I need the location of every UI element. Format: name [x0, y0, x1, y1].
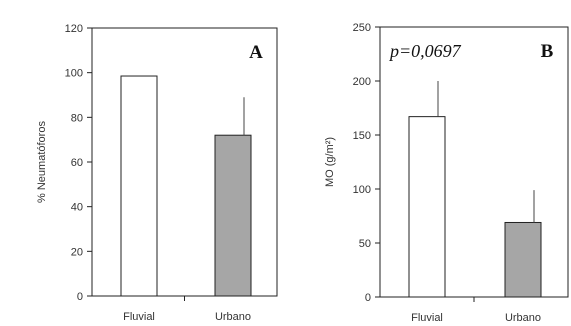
- y-tick-label: 150: [353, 130, 371, 142]
- x-ticks-b: Fluvial Urbano: [411, 297, 541, 324]
- bar-urbano: [504, 221, 542, 298]
- bar-urbano: [214, 134, 252, 297]
- y-tick-label: 40: [71, 202, 83, 214]
- x-ticks-a: Fluvial Urbano: [123, 296, 251, 323]
- bars-a: [120, 75, 252, 297]
- x-category-label: Fluvial: [411, 312, 443, 324]
- p-value-annotation: p=0,0697: [388, 41, 462, 61]
- y-tick-label: 0: [365, 292, 371, 304]
- y-tick-label: 120: [65, 23, 83, 35]
- y-axis-title-b: MO (g/m²): [324, 137, 336, 187]
- y-tick-label: 80: [71, 112, 83, 124]
- y-tick-label: 100: [65, 68, 83, 80]
- x-category-label: Urbano: [505, 312, 541, 324]
- y-ticks-a: 0 20 40 60 80 100 120: [65, 23, 92, 303]
- x-category-label: Fluvial: [123, 311, 155, 323]
- y-tick-label: 0: [77, 291, 83, 303]
- bars-b: [408, 81, 542, 298]
- x-category-label: Urbano: [215, 311, 251, 323]
- chart-panel-a: A % Neumatóforos 0 20 40 60 80 100 120 Fluvial…: [36, 23, 278, 323]
- chart-panel-b: B p=0,0697 MO (g/m²) 0 50 100 150 200 250 Flu…: [324, 22, 569, 324]
- panel-label-a: A: [249, 42, 263, 63]
- bar-fluvial: [408, 116, 446, 298]
- panel-label-b: B: [541, 41, 554, 62]
- y-axis-title-a: % Neumatóforos: [36, 121, 48, 203]
- y-tick-label: 200: [353, 76, 371, 88]
- y-ticks-b: 0 50 100 150 200 250: [353, 22, 380, 304]
- y-tick-label: 60: [71, 157, 83, 169]
- bar-fluvial: [120, 75, 158, 297]
- y-tick-label: 250: [353, 22, 371, 34]
- y-tick-label: 50: [359, 238, 371, 250]
- y-tick-label: 100: [353, 184, 371, 196]
- y-tick-label: 20: [71, 246, 83, 258]
